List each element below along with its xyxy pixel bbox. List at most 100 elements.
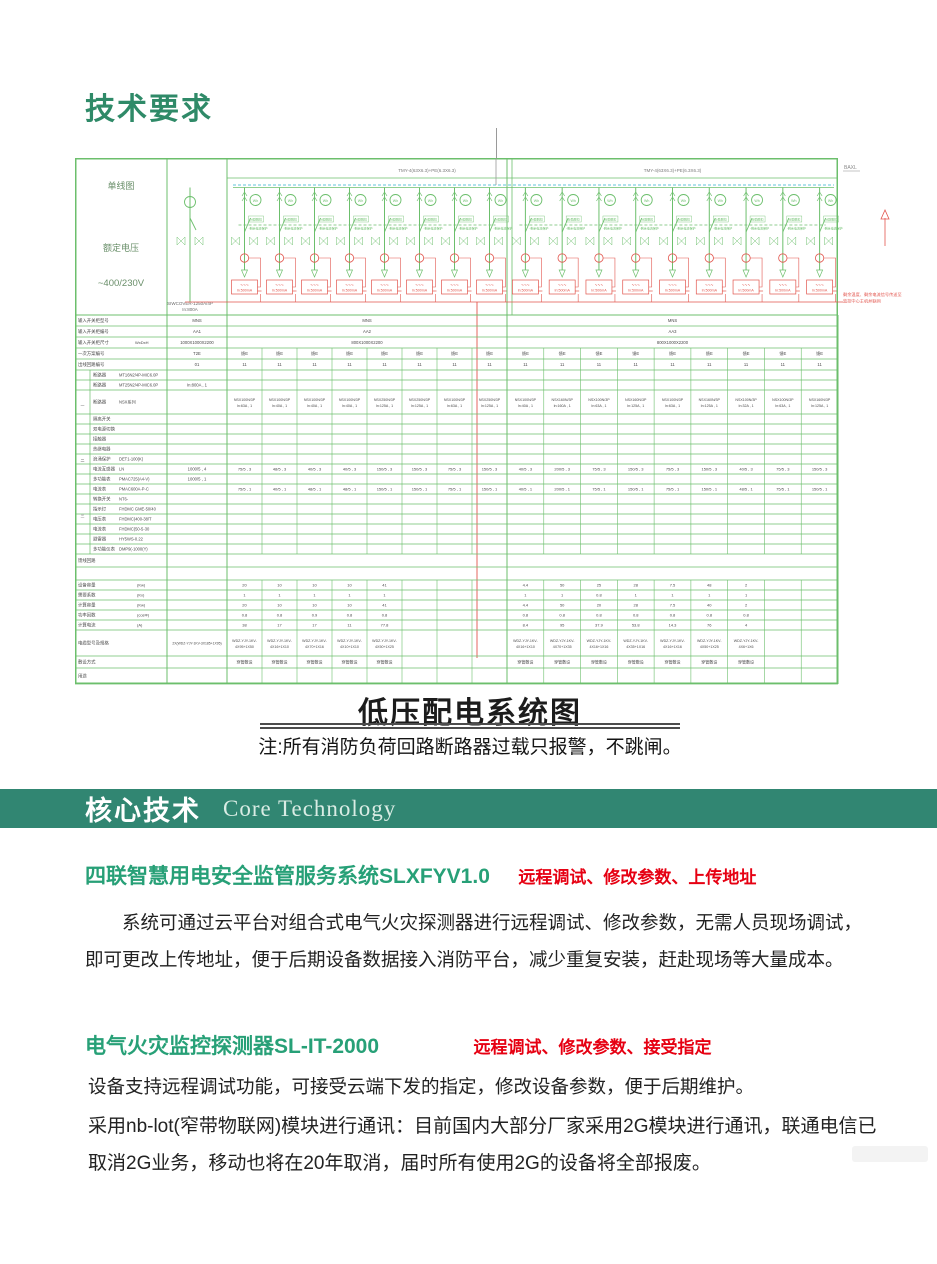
section-1-tag: 远程调试、修改参数、上传地址	[518, 868, 757, 887]
table-cell: 0.8	[706, 613, 712, 618]
table-cell: 馈E	[743, 350, 750, 357]
table-cell: T2E	[193, 351, 201, 356]
table-row-label: 输入开关柜型号	[78, 317, 109, 324]
ct-symbol-icon	[389, 236, 398, 246]
residual-current-tag-text: -剩余电流保护	[424, 226, 443, 231]
table-cell: 0.8	[633, 613, 639, 618]
rcd-rating-label: In:500mA	[554, 289, 570, 293]
diagram-line	[419, 217, 426, 233]
table-cell: 2	[745, 583, 748, 588]
down-arrow-icon	[558, 269, 566, 278]
trip-tag-box	[388, 215, 404, 223]
table-cell: WDZ-YJY-1KV-	[623, 639, 648, 643]
kwh-meter-icon	[824, 194, 837, 206]
table-cell: 11	[382, 362, 387, 367]
table-cell: 4X16+1X16	[589, 645, 608, 649]
core-technology-banner: 核心技术 Core Technology	[0, 789, 937, 828]
table-row-label: 出线回路编号	[78, 361, 105, 368]
rcd-unit-box	[659, 279, 686, 295]
table-cell: 4X16+1X10	[270, 645, 289, 649]
kwh-meter-text: Wh	[253, 199, 258, 203]
table-cell: 穿管敷设	[628, 659, 644, 665]
diagram-line	[384, 217, 391, 233]
table-row-model: NSX系列	[119, 399, 136, 405]
table-cell: 1000/5 , 1	[188, 477, 207, 482]
table-cell: 38	[242, 623, 247, 628]
rcd-rating-label: In:500mA	[342, 289, 358, 293]
kwh-meter-icon	[677, 194, 690, 206]
table-cell: NSX100N/3P	[269, 398, 291, 402]
rcd-wire	[423, 257, 436, 288]
table-row-label: 接触器	[93, 436, 107, 443]
table-cell: 馈E	[241, 350, 248, 357]
down-arrow-icon	[415, 269, 424, 278]
rcd-rating-label: In:500mA	[591, 289, 607, 293]
table-cell: NSX250N/3P	[374, 398, 396, 402]
table-row-label: 输入开关柜尺寸	[78, 339, 109, 346]
ct-symbol-icon	[476, 236, 485, 246]
table-cell: 馈E	[276, 350, 283, 357]
trip-tag-text: 分励脱扣	[788, 217, 800, 222]
table-cell: NSX250N/3P	[409, 398, 431, 402]
trip-tag-text: 分励脱扣	[641, 217, 653, 222]
table-row-model: DET1-100(K)	[119, 457, 144, 462]
table-cell: NSX160N/3P	[625, 398, 647, 402]
table-cell: 14.3	[669, 623, 678, 628]
table-cell: NSX100N/3P	[735, 398, 757, 402]
table-cell: 穿管敷设	[701, 659, 717, 665]
table-cell: WDZ-YJY-1KV-	[372, 639, 397, 643]
equipment-group-marker: 二	[81, 458, 85, 463]
table-cell: 1	[524, 593, 527, 598]
rcd-unit-box	[371, 279, 398, 295]
feeder-circuit: Wh 分励脱扣 -剩余电流保护 ∿∿∿ In:500mA	[406, 187, 443, 302]
rcd-unit-box	[548, 279, 576, 295]
rcd-rating-label: In:500mA	[518, 289, 534, 293]
residual-current-ct-icon	[520, 253, 530, 263]
residual-current-tag-text: -剩余电流保护	[284, 226, 303, 231]
rcd-rating-label: In:500mA	[702, 289, 718, 293]
table-cell: In:63A , 1	[665, 404, 680, 408]
table-cell: 150/5 , 1	[482, 487, 498, 492]
table-cell: 41	[382, 583, 387, 588]
kwh-meter-icon	[319, 194, 332, 206]
ct-symbol-icon	[769, 236, 779, 246]
table-cell: NSX100N/3P	[234, 398, 256, 402]
table-cell: 馈E	[816, 350, 823, 357]
table-cell: WDZ-YJY-1KV-	[734, 639, 759, 643]
diagram-line	[189, 217, 197, 231]
table-row-label: 热继电器	[93, 446, 111, 453]
rcd-wire	[787, 257, 800, 288]
diagram-line	[782, 217, 790, 233]
table-cell: 穿管敷设	[377, 659, 393, 665]
ct-symbol-icon	[659, 236, 668, 246]
kwh-meter-icon	[249, 194, 262, 206]
table-cell: 1	[745, 593, 748, 598]
ct-symbol-icon	[512, 236, 521, 246]
table-row-model: NT6-	[119, 497, 129, 502]
diagram-line	[598, 217, 606, 233]
table-cell: In:32A , 1	[738, 404, 753, 408]
residual-current-ct-icon	[484, 253, 495, 263]
residual-current-tag-text: -剩余电流保护	[750, 226, 769, 231]
residual-current-tag-text: -剩余电流保护	[677, 226, 696, 231]
table-cell: 4X95+1X50	[235, 645, 254, 649]
ct-symbol-icon	[530, 236, 539, 246]
ct-symbol-icon	[301, 236, 310, 246]
table-cell: 20	[242, 603, 247, 608]
kwh-meter-text: Wh	[288, 199, 293, 203]
table-cell: 馈E	[311, 350, 318, 357]
rcd-unit-box	[441, 279, 468, 295]
table-cell: 0.8	[743, 613, 749, 618]
kwh-meter-icon	[567, 194, 580, 206]
table-row-label: 避雷器	[93, 536, 107, 543]
table-cell: 17	[312, 623, 317, 628]
down-arrow-icon	[595, 269, 603, 278]
table-row-unit: WxDxH	[135, 340, 149, 345]
table-row-model: DMP9(-1000(Y)	[119, 547, 148, 552]
rcd-coil-glyph: ∿∿∿	[275, 283, 284, 287]
kwh-meter-text: Wh	[323, 199, 328, 203]
table-cell: In:125A , 1	[701, 404, 718, 408]
ct-symbol-icon	[603, 236, 613, 246]
table-cell: 40/5 , 1	[273, 487, 287, 492]
